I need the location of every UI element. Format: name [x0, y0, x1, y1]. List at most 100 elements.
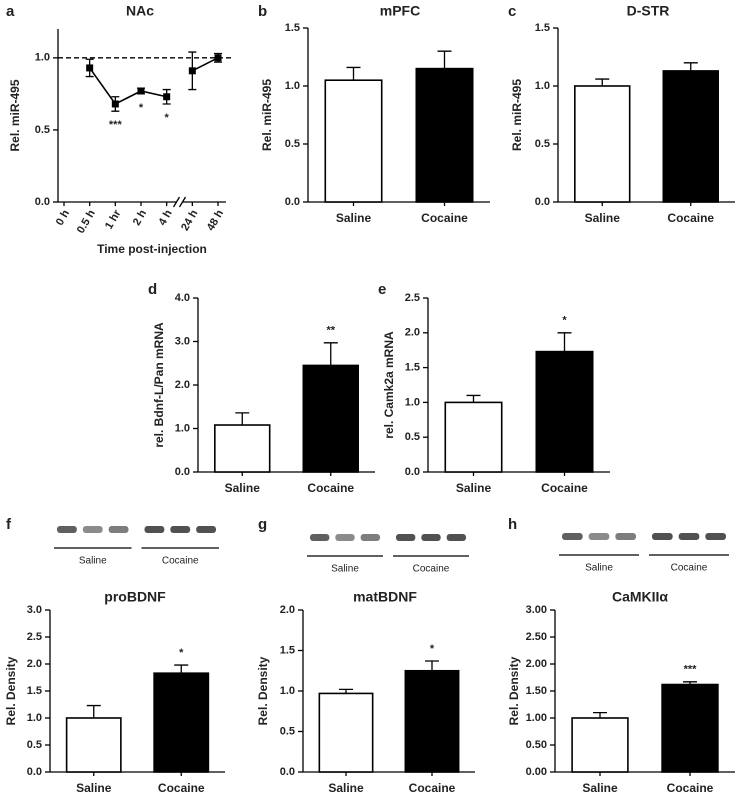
bar [214, 424, 271, 473]
annotation: * [430, 643, 435, 655]
y-tick-label: 1.0 [35, 52, 50, 64]
bar [302, 364, 359, 473]
y-axis-label: rel. Bdnf-L/Pan mRNA [152, 322, 166, 448]
x-tick-label: Cocaine [667, 211, 714, 225]
line [89, 67, 167, 105]
y-axis-label: Rel. miR-495 [260, 79, 274, 151]
y-axis-label: Rel. Density [507, 656, 521, 725]
annotation: *** [684, 664, 698, 676]
y-tick-label: 0.50 [526, 739, 547, 751]
y-tick-label: 2.0 [405, 327, 420, 339]
bar [415, 67, 474, 203]
annotation: * [179, 647, 184, 659]
x-tick-label: 24 h [179, 208, 201, 233]
x-tick-label: Saline [76, 781, 112, 795]
bar [65, 717, 122, 773]
y-tick-label: 1.5 [27, 685, 42, 697]
y-tick-label: 4.0 [175, 292, 190, 304]
annotation: *** [109, 119, 123, 131]
panel-letter: d [148, 281, 157, 298]
point [188, 67, 196, 75]
y-tick-label: 2.0 [27, 658, 42, 670]
y-tick-label: 0.0 [285, 196, 300, 208]
y-tick-label: 0.5 [535, 138, 550, 150]
y-tick-label: 2.5 [405, 292, 420, 304]
blot-band [360, 534, 380, 541]
y-tick-label: 0.0 [405, 466, 420, 478]
blot-band [335, 534, 355, 541]
blot-label: Saline [79, 556, 107, 567]
y-axis-label: Rel. Density [256, 656, 270, 725]
panel-letter: e [378, 281, 386, 298]
x-tick-label: Cocaine [409, 781, 456, 795]
blot-band [82, 526, 103, 533]
blot-band [310, 534, 330, 541]
y-tick-label: 1.5 [535, 22, 550, 34]
error-bar [235, 412, 250, 426]
x-tick-label: Saline [456, 481, 492, 495]
blot-band [562, 533, 583, 540]
x-tick-label: 0 h [54, 208, 72, 228]
y-axis-label: Rel. miR-495 [510, 79, 524, 151]
chart-title: matBDNF [353, 589, 417, 605]
y-tick-label: 1.0 [280, 685, 295, 697]
bar [535, 350, 594, 473]
x-tick-label: Cocaine [158, 781, 205, 795]
blot-label: Cocaine [413, 564, 450, 575]
y-tick-label: 1.50 [526, 685, 547, 697]
error-bar [557, 332, 572, 352]
blot-band [396, 534, 416, 541]
y-tick-label: 0.0 [175, 466, 190, 478]
x-tick-label: Cocaine [307, 481, 354, 495]
y-tick-label: 1.0 [405, 396, 420, 408]
blot-band [678, 533, 700, 540]
panel-letter: h [508, 516, 517, 533]
axis-break [172, 196, 181, 208]
y-tick-label: 2.5 [27, 631, 42, 643]
x-tick-label: Saline [582, 781, 618, 795]
y-tick-label: 0.00 [526, 766, 547, 778]
bar [661, 683, 719, 773]
y-tick-label: 0.0 [535, 196, 550, 208]
bar [444, 401, 503, 473]
y-tick-label: 1.0 [285, 80, 300, 92]
y-tick-label: 0.5 [35, 124, 50, 136]
x-tick-label: Cocaine [421, 211, 468, 225]
y-tick-label: 3.0 [175, 335, 190, 347]
y-tick-label: 1.0 [175, 422, 190, 434]
y-tick-label: 1.0 [535, 80, 550, 92]
error-bar [174, 664, 189, 674]
chart-title: mPFC [380, 3, 420, 19]
blot-band [170, 526, 191, 533]
y-tick-label: 3.0 [27, 604, 42, 616]
bar [662, 70, 719, 203]
y-tick-label: 2.0 [175, 379, 190, 391]
y-tick-label: 0.5 [280, 725, 295, 737]
bar [574, 85, 631, 203]
blot-band [108, 526, 129, 533]
chart-title: proBDNF [104, 589, 166, 605]
blot-band [652, 533, 673, 540]
error-bar [593, 711, 607, 718]
y-tick-label: 0.5 [27, 739, 42, 751]
y-axis-label: Rel. Density [4, 656, 18, 725]
annotation: ** [326, 325, 335, 337]
error-bar [86, 704, 101, 718]
x-tick-label: Saline [328, 781, 364, 795]
bar [153, 672, 210, 773]
y-tick-label: 1.5 [405, 362, 420, 374]
blot-band [421, 534, 441, 541]
y-tick-label: 2.0 [280, 604, 295, 616]
y-tick-label: 1.5 [280, 644, 295, 656]
blot-band [588, 533, 610, 540]
chart-title: NAc [126, 3, 154, 19]
axis-break [178, 196, 187, 208]
point [111, 100, 119, 108]
blot-band [196, 526, 216, 533]
y-tick-label: 0.5 [285, 138, 300, 150]
bar [404, 669, 460, 773]
error-bar [425, 660, 439, 671]
panel-letter: b [258, 3, 267, 20]
x-tick-label: Saline [225, 481, 261, 495]
